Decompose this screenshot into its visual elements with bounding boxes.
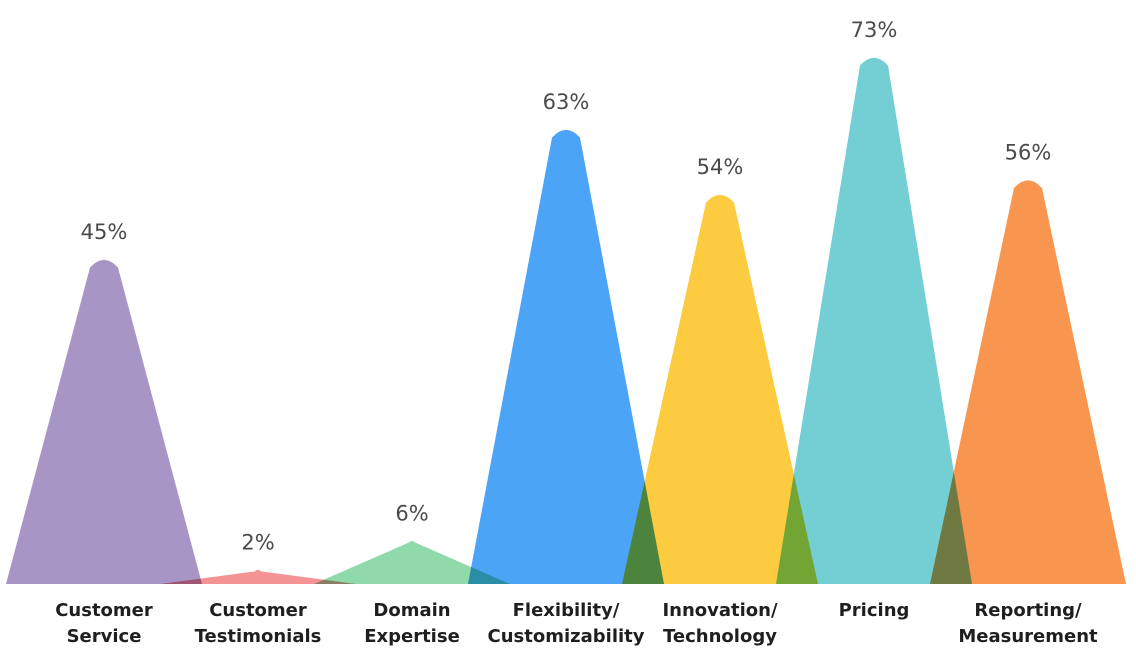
category-label-4-line-1: Technology [663,626,777,647]
category-label-6-line-1: Measurement [958,626,1098,647]
category-label-2-line-1: Expertise [364,626,460,647]
value-label-1: 2% [241,531,274,555]
peak-4 [622,194,818,584]
category-label-4-line-0: Innovation/ [662,600,778,621]
value-label-2: 6% [395,502,428,526]
category-label-0-line-0: Customer [55,600,153,621]
category-label-3-line-0: Flexibility/ [513,600,620,621]
category-labels-layer: Customer Service Customer Testimonials Domai… [55,600,1098,647]
peaks-layer [6,57,1126,584]
peak-3 [468,129,664,584]
peak-0 [6,259,202,584]
category-label-3-line-1: Customizability [488,626,645,647]
value-label-5: 73% [851,18,898,42]
category-label-1-line-1: Testimonials [195,626,322,647]
category-label-6-line-0: Reporting/ [974,600,1082,621]
category-label-5-line-0: Pricing [839,600,910,621]
value-label-6: 56% [1005,141,1052,165]
value-label-4: 54% [697,155,744,179]
peak-6 [930,180,1126,584]
value-labels-layer: 45% 2% 6% 63% 54% 73% 56% [81,18,1052,555]
peak-2 [314,540,510,584]
category-label-0-line-1: Service [67,626,142,647]
value-label-0: 45% [81,220,128,244]
peak-5 [776,57,972,584]
category-label-1-line-0: Customer [209,600,307,621]
peak-1 [160,569,356,584]
category-label-2-line-0: Domain [373,600,450,621]
value-label-3: 63% [543,90,590,114]
